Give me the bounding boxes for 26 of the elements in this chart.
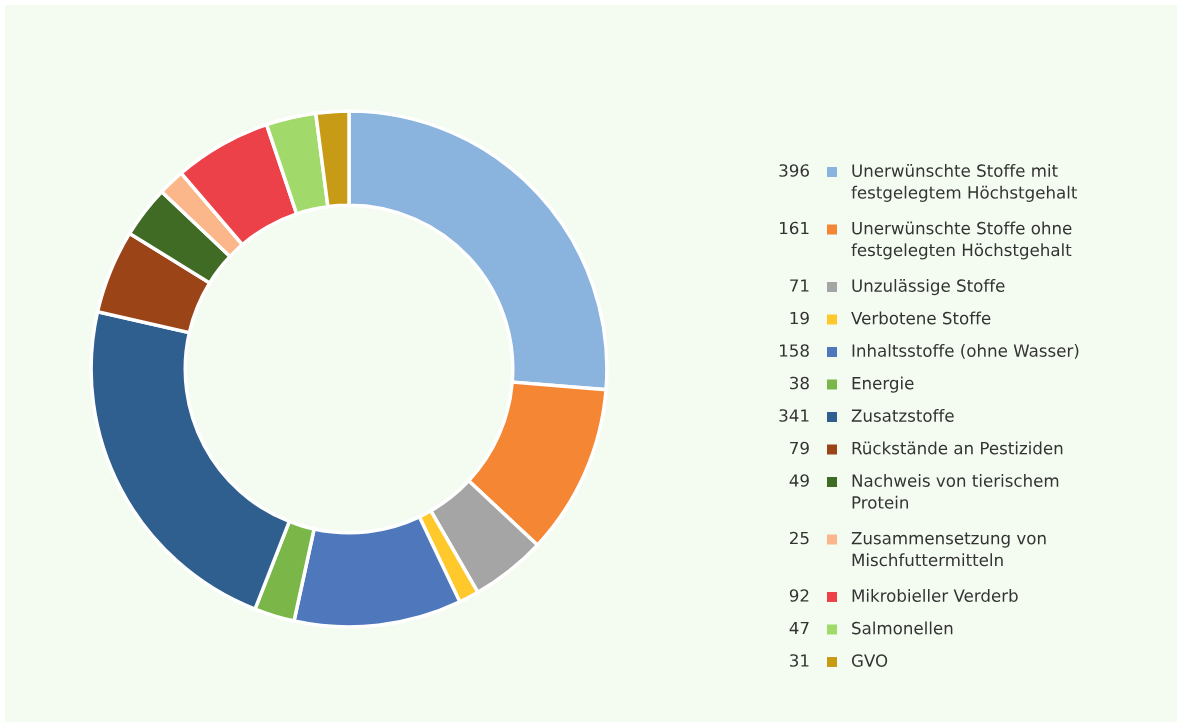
legend-label: Salmonellen [852, 621, 953, 635]
legend-label: Unzulässige Stoffe [852, 279, 1005, 296]
legend-label: Nachweis von tierischem Protein [852, 474, 1059, 509]
legend-label: Mikrobieller Verderb [852, 589, 1018, 602]
legend-label: Zusammensetzung von Mischfuttermitteln [851, 532, 1046, 567]
legend-label: GVO [851, 654, 888, 667]
data-label: 158 [780, 344, 809, 357]
legend-label: Zusatzstoffe [851, 409, 954, 422]
legend-label: Unerwünschte Stoffe ohne festgelegten Höchstgehalt [851, 221, 1072, 260]
data-label: 161 [780, 221, 809, 235]
legend-label: Unerwünschte Stoffe mit festgelegtem Höchstgehalt [851, 164, 1078, 202]
data-label: 47 [789, 621, 809, 635]
data-label: 71 [790, 279, 809, 292]
data-label: 92 [789, 589, 809, 602]
data-label: 396 [779, 164, 809, 177]
data-label: 25 [790, 531, 809, 545]
legend-label: Rückstände an Pestiziden [852, 441, 1063, 455]
legend-label: Energie [852, 376, 914, 393]
data-label: 19 [790, 311, 809, 325]
data-label: 31 [790, 654, 809, 667]
legend-label: Inhaltsstoffe (ohne Wasser) [852, 344, 1079, 359]
data-label: 79 [790, 441, 809, 455]
data-label: 38 [790, 376, 809, 390]
data-label: 341 [779, 409, 809, 422]
legend-label: Verbotene Stoffe [851, 311, 991, 325]
data-label: 49 [789, 474, 809, 487]
